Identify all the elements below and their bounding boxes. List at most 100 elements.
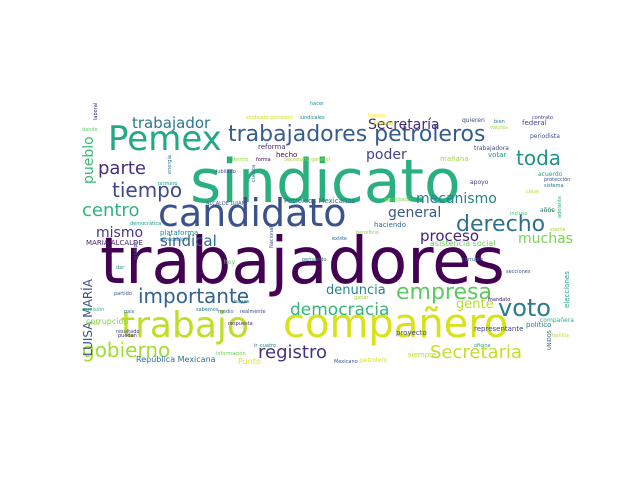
word-hoy: hoy [224, 259, 236, 266]
word-resultado: resultado [116, 329, 140, 335]
word-centro: centro [82, 200, 140, 221]
word-dentro: dentro [232, 157, 249, 163]
word-sindical: sindical [160, 232, 217, 250]
word-general: general [388, 205, 442, 221]
word-federal: federal [522, 119, 547, 127]
word-adelante: adelante [557, 196, 563, 218]
word-corrupcion: corrupción [86, 317, 129, 326]
word-secciones: secciones [506, 269, 531, 275]
word-companero: compañero [283, 301, 509, 347]
word-democratica: democrática [130, 221, 162, 227]
word-siempre: siempre [408, 351, 437, 359]
word-secretaria: Secretaria [430, 342, 522, 363]
word-logrado: logrado [374, 121, 393, 127]
word-asistencia-social: asistencia social [430, 239, 496, 248]
word-oficina: oficina [474, 343, 491, 349]
word-ir: ir [254, 343, 258, 349]
word-apoyo: apoyo [470, 179, 489, 186]
word-forma: forma [256, 157, 271, 163]
word-mismo: mismo [96, 225, 144, 241]
word-laboral: laboral [93, 102, 99, 120]
word-registro: registro [258, 342, 327, 363]
word-unidos: UNIDOS [547, 330, 553, 350]
word-votar: votar [488, 151, 507, 159]
word-politico: político [526, 321, 552, 329]
word-denuncia: denuncia [326, 283, 386, 298]
word-representante: representante [474, 325, 524, 333]
word-partido: partido [114, 291, 132, 297]
word-valores: valores [490, 125, 509, 131]
word-tiempo: tiempo [112, 178, 183, 202]
word-sindicato: sindicato [190, 147, 461, 217]
word-anos: años [540, 207, 555, 214]
word-sabemos: sabemos [196, 307, 219, 313]
word-petrolero: petrolero [360, 357, 388, 364]
word-petroleos-mexicanos: Petróleos Mexicanos [284, 197, 356, 205]
word-acuerdo: acuerdo [538, 171, 563, 178]
word-mandato: mandato [488, 297, 511, 303]
word-clave: clave [526, 189, 540, 195]
word-trabajadores-petroleros: trabajadores petroleros [228, 122, 486, 147]
word-dando: dando [82, 127, 98, 133]
word-poder: poder [366, 147, 407, 163]
word-sindicales: sindicales [300, 115, 325, 121]
word-derecho: derecho [456, 212, 546, 237]
word-proceso: proceso [420, 227, 480, 245]
word-mexicano: Mexicano [334, 359, 358, 365]
word-comision: comisión [82, 307, 105, 313]
word-maria-alcalde: MARÍA ALCALDE [86, 239, 143, 247]
word-sindicato-petrolero: sindicato petrolero [246, 115, 293, 121]
word-hecho: hecho [276, 151, 298, 159]
word-republica-mexicana: República Mexicana [136, 355, 216, 364]
word-puedan: puedan [118, 333, 137, 339]
word-medio: medio [218, 309, 234, 315]
word-realmente: realmente [240, 309, 266, 315]
word-ninos: niños [86, 321, 100, 327]
word-muchas: muchas [518, 231, 573, 247]
word-cuatro: cuatro [260, 343, 276, 349]
word-cuenta: cuenta [251, 164, 257, 182]
word-importante: importante [138, 284, 250, 308]
word-dar: dar [116, 265, 125, 271]
word-empresa: empresa [396, 280, 492, 305]
word-beneficio: beneficio [356, 230, 379, 236]
word-companera: compañera [540, 317, 574, 324]
word-alcalde-lujan: ALCALDE LUJÁN [206, 201, 246, 207]
word-secretaria-acento: Secretaría [368, 117, 440, 133]
word-proteccion: protección [544, 177, 571, 183]
word-plataforma: plataforma [160, 229, 199, 237]
word-voto: voto [498, 294, 551, 322]
word-elecciones: elecciones [563, 271, 571, 308]
word-sistema: sistema [544, 183, 564, 189]
word-corrupto: corrupto [462, 257, 484, 263]
word-hacer: hacer [310, 101, 325, 107]
word-trabajadora: trabajadora [474, 145, 509, 152]
word-reforma: reforma [258, 143, 286, 151]
word-incluso: incluso [510, 211, 528, 217]
word-primero: primero [158, 181, 178, 187]
word-trabajador: trabajador [132, 114, 211, 132]
word-proyecto: proyecto [396, 329, 427, 337]
word-ejemplo: ejemplo [133, 239, 139, 260]
word-contrato: contrato [532, 115, 554, 121]
word-jubilado: jubilado [216, 169, 236, 175]
word-punto: Punto [238, 357, 261, 366]
word-pais: país [124, 309, 135, 315]
word-cloud: trabajadores sindicato compañero trabajo… [78, 90, 574, 378]
word-existe: existe [332, 236, 347, 242]
word-escuchado: escuchado [384, 197, 411, 203]
word-pueblo: pueblo [81, 136, 97, 184]
word-bien: bien [494, 119, 505, 125]
word-toda: toda [516, 146, 562, 170]
word-trabajadores: trabajadores [100, 225, 505, 299]
word-pemex: Pemex [108, 119, 222, 159]
word-ano: año [544, 207, 556, 214]
word-trabaja: trabaja [368, 113, 386, 119]
word-manana: mañana [440, 155, 469, 163]
word-mecanismo: mecanismo [416, 191, 497, 207]
word-pensando: pensando [302, 257, 327, 263]
word-candidato: candidato [158, 191, 347, 235]
word-electa: electa [550, 227, 566, 233]
word-trabajo: trabajo [121, 305, 249, 346]
word-familia: familia [552, 333, 569, 339]
